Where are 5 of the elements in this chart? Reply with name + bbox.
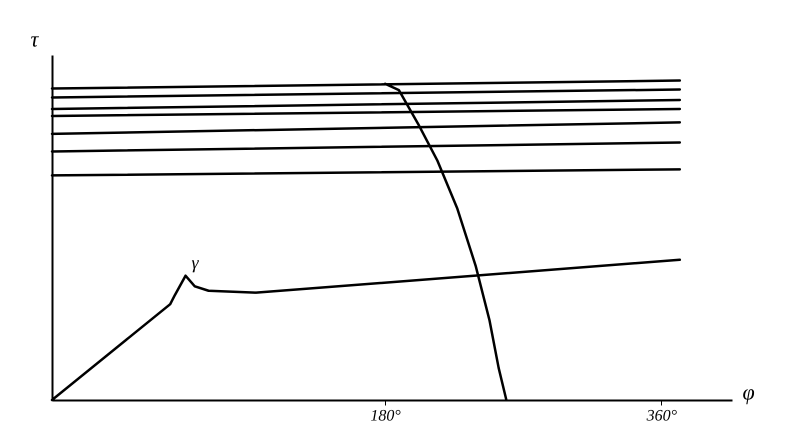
y-axis-title: τ: [30, 26, 40, 52]
x-axis-title: φ: [742, 380, 755, 404]
x-tick-label: 360°: [646, 408, 678, 424]
x-tick-label: 180°: [370, 408, 402, 424]
annotation: γ: [192, 252, 200, 273]
